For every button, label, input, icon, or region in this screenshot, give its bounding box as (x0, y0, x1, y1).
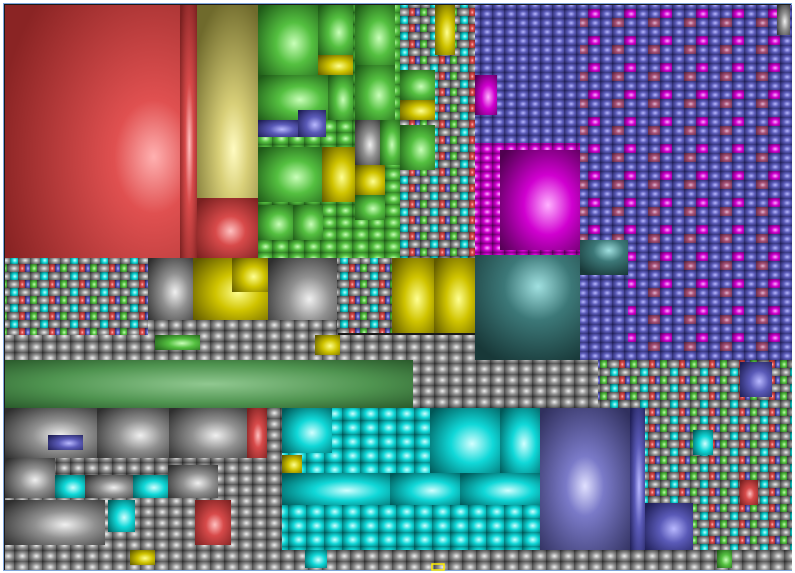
cushion[interactable] (282, 455, 302, 473)
cushion[interactable] (475, 5, 580, 143)
cushion[interactable] (282, 473, 390, 505)
cushion[interactable] (133, 475, 168, 498)
cushion[interactable] (740, 362, 772, 397)
cushion[interactable] (169, 408, 247, 458)
cushion[interactable] (195, 500, 231, 545)
cushion[interactable] (108, 500, 135, 532)
cushion[interactable] (413, 360, 598, 408)
selection-marker (431, 563, 445, 571)
cushion[interactable] (282, 408, 332, 453)
cushion[interactable] (318, 55, 353, 75)
cushion[interactable] (430, 408, 500, 473)
cushion[interactable] (5, 360, 413, 408)
cushion[interactable] (775, 5, 792, 360)
cushion[interactable] (5, 258, 148, 335)
cushion[interactable] (168, 465, 218, 498)
cushion[interactable] (148, 258, 193, 320)
cushion[interactable] (435, 5, 455, 55)
cushion[interactable] (628, 5, 775, 360)
cushion[interactable] (475, 75, 497, 115)
cushion[interactable] (540, 408, 630, 550)
cushion[interactable] (630, 408, 645, 550)
cushion[interactable] (400, 70, 435, 100)
cushion[interactable] (580, 5, 628, 255)
cushion[interactable] (258, 147, 322, 202)
cushion[interactable] (180, 5, 197, 258)
cushion[interactable] (460, 473, 540, 505)
cushion[interactable] (197, 198, 258, 258)
cushion[interactable] (197, 5, 258, 198)
cushion[interactable] (337, 258, 392, 333)
cushion[interactable] (400, 125, 435, 170)
cushion[interactable] (400, 100, 435, 120)
cushion[interactable] (258, 205, 293, 240)
cushion[interactable] (155, 335, 200, 350)
cushion[interactable] (355, 120, 380, 165)
cushion[interactable] (645, 503, 693, 550)
cushion[interactable] (355, 165, 385, 195)
cushion[interactable] (390, 473, 460, 505)
cushion[interactable] (392, 258, 434, 333)
cushion[interactable] (322, 147, 355, 202)
cushion[interactable] (355, 65, 395, 120)
cushion[interactable] (380, 120, 400, 165)
cushion[interactable] (740, 480, 758, 505)
cushion[interactable] (5, 500, 105, 545)
cushion[interactable] (434, 258, 475, 333)
cushion[interactable] (693, 430, 713, 455)
cushion[interactable] (5, 408, 97, 458)
cushion[interactable] (97, 408, 169, 458)
cushion[interactable] (355, 5, 395, 65)
cells (5, 5, 792, 571)
cushion[interactable] (475, 255, 580, 360)
cushion[interactable] (580, 275, 628, 360)
cushion[interactable] (777, 5, 790, 35)
cushion[interactable] (580, 240, 628, 275)
cushion[interactable] (5, 5, 180, 258)
cushion[interactable] (130, 550, 155, 565)
cushion[interactable] (500, 408, 540, 473)
cushion[interactable] (148, 320, 338, 335)
cushion[interactable] (247, 408, 267, 458)
cushion[interactable] (55, 475, 85, 498)
cushion[interactable] (500, 150, 580, 250)
cushion[interactable] (315, 335, 340, 355)
cushion[interactable] (305, 550, 327, 568)
cushion[interactable] (85, 475, 133, 498)
cushion[interactable] (258, 5, 318, 75)
cushion[interactable] (293, 205, 323, 240)
cushion[interactable] (318, 5, 353, 55)
cushion[interactable] (48, 435, 83, 450)
cushion[interactable] (258, 120, 298, 137)
cushion[interactable] (232, 258, 268, 292)
cushion[interactable] (5, 458, 55, 498)
cushion[interactable] (298, 110, 326, 137)
cushion[interactable] (717, 550, 732, 568)
cushion[interactable] (5, 335, 475, 360)
cushion[interactable] (355, 195, 385, 220)
cushion[interactable] (5, 550, 792, 570)
cushion[interactable] (328, 75, 353, 120)
